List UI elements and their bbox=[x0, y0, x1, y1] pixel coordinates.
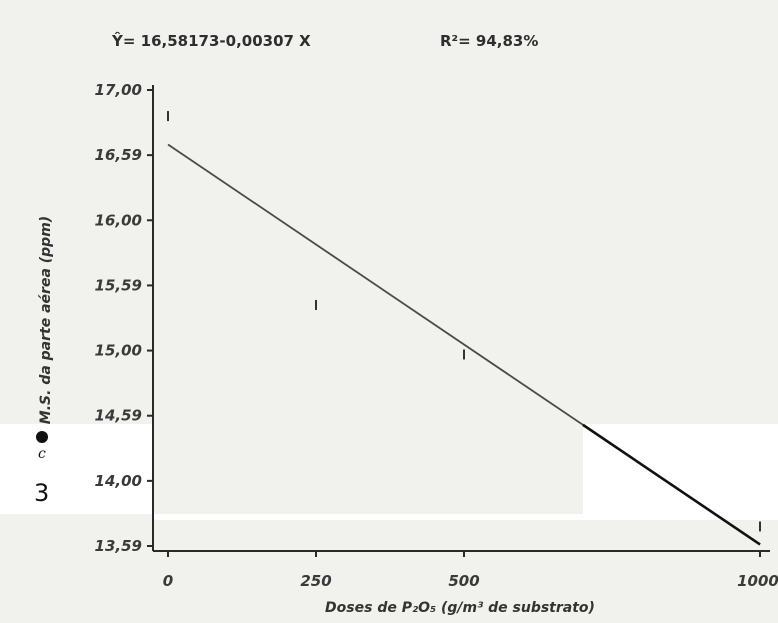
x-tick-label: 250 bbox=[300, 572, 331, 590]
regression-line-dark-segment bbox=[582, 423, 761, 546]
y-axis-ticks: 17,00 16,59 16,00 15,59 15,00 14,59 14,00 13,59 bbox=[95, 81, 153, 555]
y-tick-label: 14,00 bbox=[95, 472, 142, 490]
x-tick-label: 1000 bbox=[737, 572, 778, 590]
y-tick-label: 13,59 bbox=[95, 537, 142, 555]
stray-dot bbox=[36, 431, 48, 443]
x-axis-ticks: 0 250 500 1000 bbox=[163, 551, 778, 590]
x-tick-label: 0 bbox=[163, 572, 173, 590]
y-tick-label: 16,00 bbox=[95, 211, 142, 229]
scan-patch-right bbox=[583, 424, 778, 514]
stray-letter: c bbox=[38, 446, 46, 462]
y-axis-title: M.S. da parte aérea (ppm) bbox=[38, 216, 54, 424]
data-points bbox=[167, 111, 761, 532]
x-axis-title: Doses de P₂O₅ (g/m³ de substrato) bbox=[325, 600, 595, 616]
y-tick-label: 15,59 bbox=[95, 276, 142, 294]
y-tick-label: 15,00 bbox=[95, 342, 142, 360]
x-tick-label: 500 bbox=[448, 572, 479, 590]
regression-equation: Ŷ= 16,58173-0,00307 X bbox=[111, 31, 311, 50]
scan-patch-left bbox=[0, 424, 152, 514]
y-tick-label: 17,00 bbox=[95, 81, 142, 99]
y-tick-label: 16,59 bbox=[95, 146, 142, 164]
stray-digit: 3 bbox=[34, 479, 49, 507]
y-tick-label: 14,59 bbox=[95, 407, 142, 425]
r-squared-label: R²= 94,83% bbox=[440, 32, 538, 50]
scan-patch-bottom bbox=[152, 514, 778, 520]
